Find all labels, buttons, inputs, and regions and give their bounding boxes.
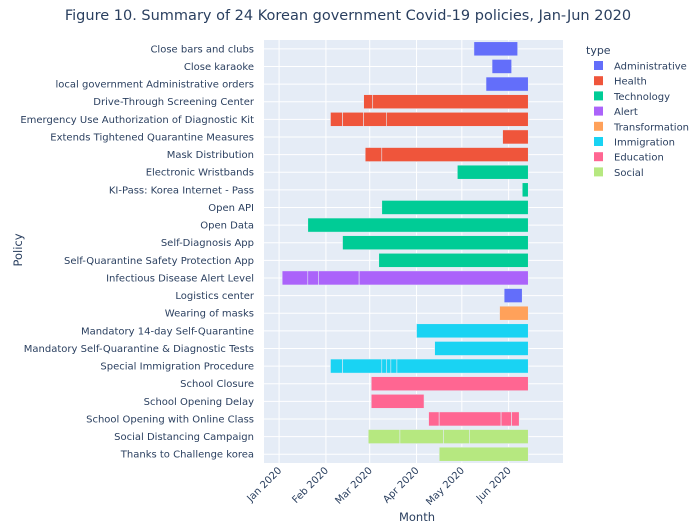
policy-bar-segment: [503, 288, 523, 303]
x-tick-label: May 2020: [424, 465, 467, 508]
policy-label: Self-Diagnosis App: [161, 238, 254, 249]
policy-label: Logistics center: [175, 291, 254, 302]
policy-label: School Closure: [180, 379, 254, 390]
legend-item-label: Administrative: [614, 62, 687, 73]
policy-bar-segment: [499, 305, 529, 321]
policy-bar-segment: [281, 270, 309, 286]
legend-swatch: [594, 152, 603, 162]
policy-bar-segment: [473, 41, 518, 57]
legend-item-label: Immigration: [614, 138, 675, 149]
policy-bar-segment: [428, 411, 440, 427]
policy-bar-segment: [485, 76, 529, 92]
policy-bar-segment: [491, 59, 512, 74]
policy-label: School Opening Delay: [144, 397, 254, 408]
policy-bar-segment: [469, 429, 529, 444]
plot-area: [264, 40, 563, 463]
policy-bar-segment: [502, 129, 529, 145]
legend-title: type: [586, 44, 611, 57]
x-axis-labels: Jan 2020 Feb 2020 Mar 2020 Apr 2020 May 2020…: [245, 465, 514, 508]
policy-bar-segment: [443, 429, 470, 444]
policy-bar-segment: [330, 111, 343, 127]
x-tick-label: Feb 2020: [290, 465, 331, 506]
policy-label: Social Distancing Campaign: [114, 432, 254, 443]
policy-bar-segment: [438, 411, 502, 427]
legend-item-label: Health: [614, 77, 647, 88]
policy-label: Close karaoke: [184, 62, 254, 73]
x-axis-title: Month: [399, 510, 435, 524]
policy-bar-segment: [318, 270, 360, 286]
policy-bar-segment: [399, 429, 445, 444]
policy-label: Open Data: [200, 221, 254, 232]
policy-bar-segment: [342, 358, 383, 374]
policy-bar-segment: [456, 164, 529, 180]
policy-bar-segment: [396, 358, 529, 374]
policy-bar-segment: [307, 270, 319, 286]
policy-bar-segment: [307, 217, 529, 233]
policy-label: Open API: [208, 203, 254, 214]
legend-swatch: [594, 137, 603, 146]
policy-bar-segment: [342, 111, 364, 127]
chart-title: Figure 10. Summary of 24 Korean governme…: [65, 8, 631, 24]
policy-label: Extends Tightened Quarantine Measures: [50, 132, 254, 143]
policy-bar-segment: [363, 111, 387, 127]
x-tick-label: Apr 2020: [381, 465, 421, 505]
policy-label: KI-Pass: Korea Internet - Pass: [109, 185, 254, 196]
policy-bar-segment: [390, 358, 398, 374]
policy-label: local government Administrative orders: [56, 80, 254, 91]
policy-bar-segment: [381, 200, 529, 215]
policy-bar-segment: [370, 376, 529, 392]
legend-swatch: [594, 61, 603, 70]
policy-label: Drive-Through Screening Center: [93, 97, 255, 108]
policy-bar-segment: [521, 182, 529, 198]
policy-label: Mask Distribution: [167, 150, 254, 161]
legend-item-label: Alert: [614, 107, 638, 118]
legend: type Administrative Health Technology Alert…: [586, 44, 689, 179]
policy-bar-segment: [370, 393, 425, 409]
policy-bar-segment: [330, 358, 343, 374]
policy-bar-segment: [500, 411, 512, 427]
x-tick-label: Jun 2020: [474, 465, 514, 505]
policy-bar-segment: [511, 411, 520, 427]
policy-label: Emergency Use Authorization of Diagnosti…: [20, 115, 254, 126]
legend-swatch: [594, 121, 603, 131]
policy-bar-segment: [438, 446, 529, 462]
policy-label: Close bars and clubs: [150, 44, 254, 55]
policy-bar-segment: [386, 358, 392, 374]
policy-bar-segment: [367, 429, 401, 444]
policy-bar-segment: [372, 94, 529, 110]
policy-bar-segment: [363, 94, 374, 110]
policy-bar-segment: [364, 147, 383, 162]
policy-label: Infectious Disease Alert Level: [106, 273, 254, 284]
policy-label: Wearing of masks: [165, 309, 254, 320]
policy-label: Electronic Wristbands: [146, 168, 254, 179]
legend-item-label: Social: [614, 168, 644, 179]
y-axis-labels: Close bars and clubs Close karaoke local g…: [20, 44, 255, 460]
legend-swatch: [594, 167, 603, 177]
x-tick-label: Jan 2020: [245, 465, 285, 505]
policy-bar-segment: [386, 111, 529, 127]
legend-item-label: Education: [614, 153, 664, 164]
policy-bar-segment: [416, 323, 529, 339]
x-tick-label: Mar 2020: [333, 465, 374, 506]
policy-bar-segment: [434, 341, 529, 356]
legend-swatch: [594, 91, 603, 101]
policy-label: Mandatory Self-Quarantine & Diagnostic T…: [24, 344, 254, 355]
policy-label: Self-Quarantine Safety Protection App: [64, 256, 254, 267]
legend-swatch: [594, 76, 603, 86]
policy-bar-segment: [342, 235, 529, 251]
policy-label: Special Immigration Procedure: [100, 362, 254, 373]
policy-bar-segment: [381, 358, 387, 374]
policy-bar-segment: [381, 147, 529, 162]
y-axis-title: Policy: [11, 233, 25, 266]
policy-bar-segment: [358, 270, 529, 286]
policy-bar-segment: [378, 252, 529, 268]
policy-label: Mandatory 14-day Self-Quarantine: [81, 326, 254, 337]
policy-label: Thanks to Challenge korea: [120, 450, 254, 461]
policy-label: School Opening with Online Class: [86, 414, 254, 425]
policy-bars: [281, 41, 529, 462]
legend-swatch: [594, 106, 603, 116]
legend-item-label: Transformation: [613, 122, 689, 133]
legend-item-label: Technology: [613, 92, 670, 103]
